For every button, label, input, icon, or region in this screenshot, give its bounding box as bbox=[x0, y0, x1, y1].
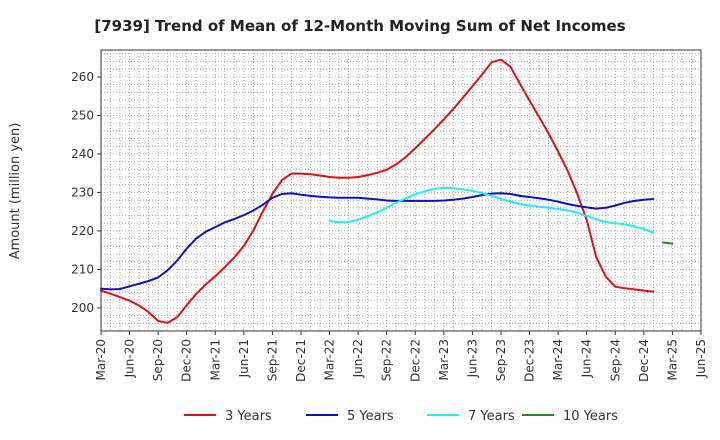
x-tick-label: Mar-22 bbox=[323, 339, 337, 380]
y-tick-label: 200 bbox=[71, 301, 94, 315]
x-tick-label: Jun-21 bbox=[237, 339, 251, 378]
y-tick-label: 210 bbox=[71, 262, 94, 276]
y-tick-label: 230 bbox=[71, 185, 94, 199]
chart-title: [7939] Trend of Mean of 12-Month Moving … bbox=[94, 17, 625, 35]
series-line bbox=[100, 192, 655, 291]
legend-label: 7 Years bbox=[468, 409, 515, 424]
legend-label: 10 Years bbox=[563, 409, 618, 424]
x-tick-label: Jun-25 bbox=[694, 339, 708, 378]
x-ticks: Mar-20 Jun-20 Sep-20 Dec-20 Mar-21 Jun-21 Sep-… bbox=[94, 331, 708, 382]
x-tick-label: Sep-20 bbox=[151, 339, 165, 381]
y-tick-label: 220 bbox=[71, 224, 94, 238]
series-line bbox=[661, 241, 674, 245]
y-tick-label: 260 bbox=[71, 70, 94, 84]
x-tick-label: Dec-20 bbox=[180, 339, 194, 382]
y-axis-label: Amount (million yen) bbox=[8, 123, 23, 260]
x-tick-label: Sep-22 bbox=[380, 339, 394, 381]
x-tick-label: Mar-23 bbox=[437, 339, 451, 380]
x-tick-label: Mar-21 bbox=[208, 339, 222, 380]
x-tick-label: Mar-20 bbox=[94, 339, 108, 380]
x-tick-label: Dec-24 bbox=[637, 339, 651, 382]
plot-frame bbox=[100, 49, 702, 332]
legend-label: 3 Years bbox=[225, 409, 272, 424]
grid bbox=[101, 50, 701, 332]
x-tick-label: Jun-20 bbox=[123, 339, 137, 378]
x-tick-label: Sep-23 bbox=[494, 339, 508, 381]
x-tick-label: Mar-25 bbox=[665, 339, 679, 380]
x-tick-label: Sep-24 bbox=[608, 339, 622, 381]
x-tick-label: Jun-23 bbox=[465, 339, 479, 378]
series-line bbox=[328, 186, 655, 234]
series-line bbox=[100, 58, 655, 324]
x-tick-label: Jun-24 bbox=[580, 339, 594, 378]
series-layer bbox=[100, 58, 674, 324]
x-tick-label: Dec-21 bbox=[294, 339, 308, 382]
x-tick-label: Dec-23 bbox=[523, 339, 537, 382]
x-tick-label: Jun-22 bbox=[351, 339, 365, 378]
x-tick-label: Dec-22 bbox=[408, 339, 422, 382]
y-tick-label: 250 bbox=[71, 108, 94, 122]
y-tick-label: 240 bbox=[71, 147, 94, 161]
legend: 3 Years 5 Years 7 Years 10 Years bbox=[184, 409, 618, 424]
x-tick-label: Mar-24 bbox=[551, 339, 565, 380]
y-ticks: 200 210 220 230 240 250 260 bbox=[71, 70, 101, 315]
legend-label: 5 Years bbox=[347, 409, 394, 424]
x-tick-label: Sep-21 bbox=[265, 339, 279, 381]
